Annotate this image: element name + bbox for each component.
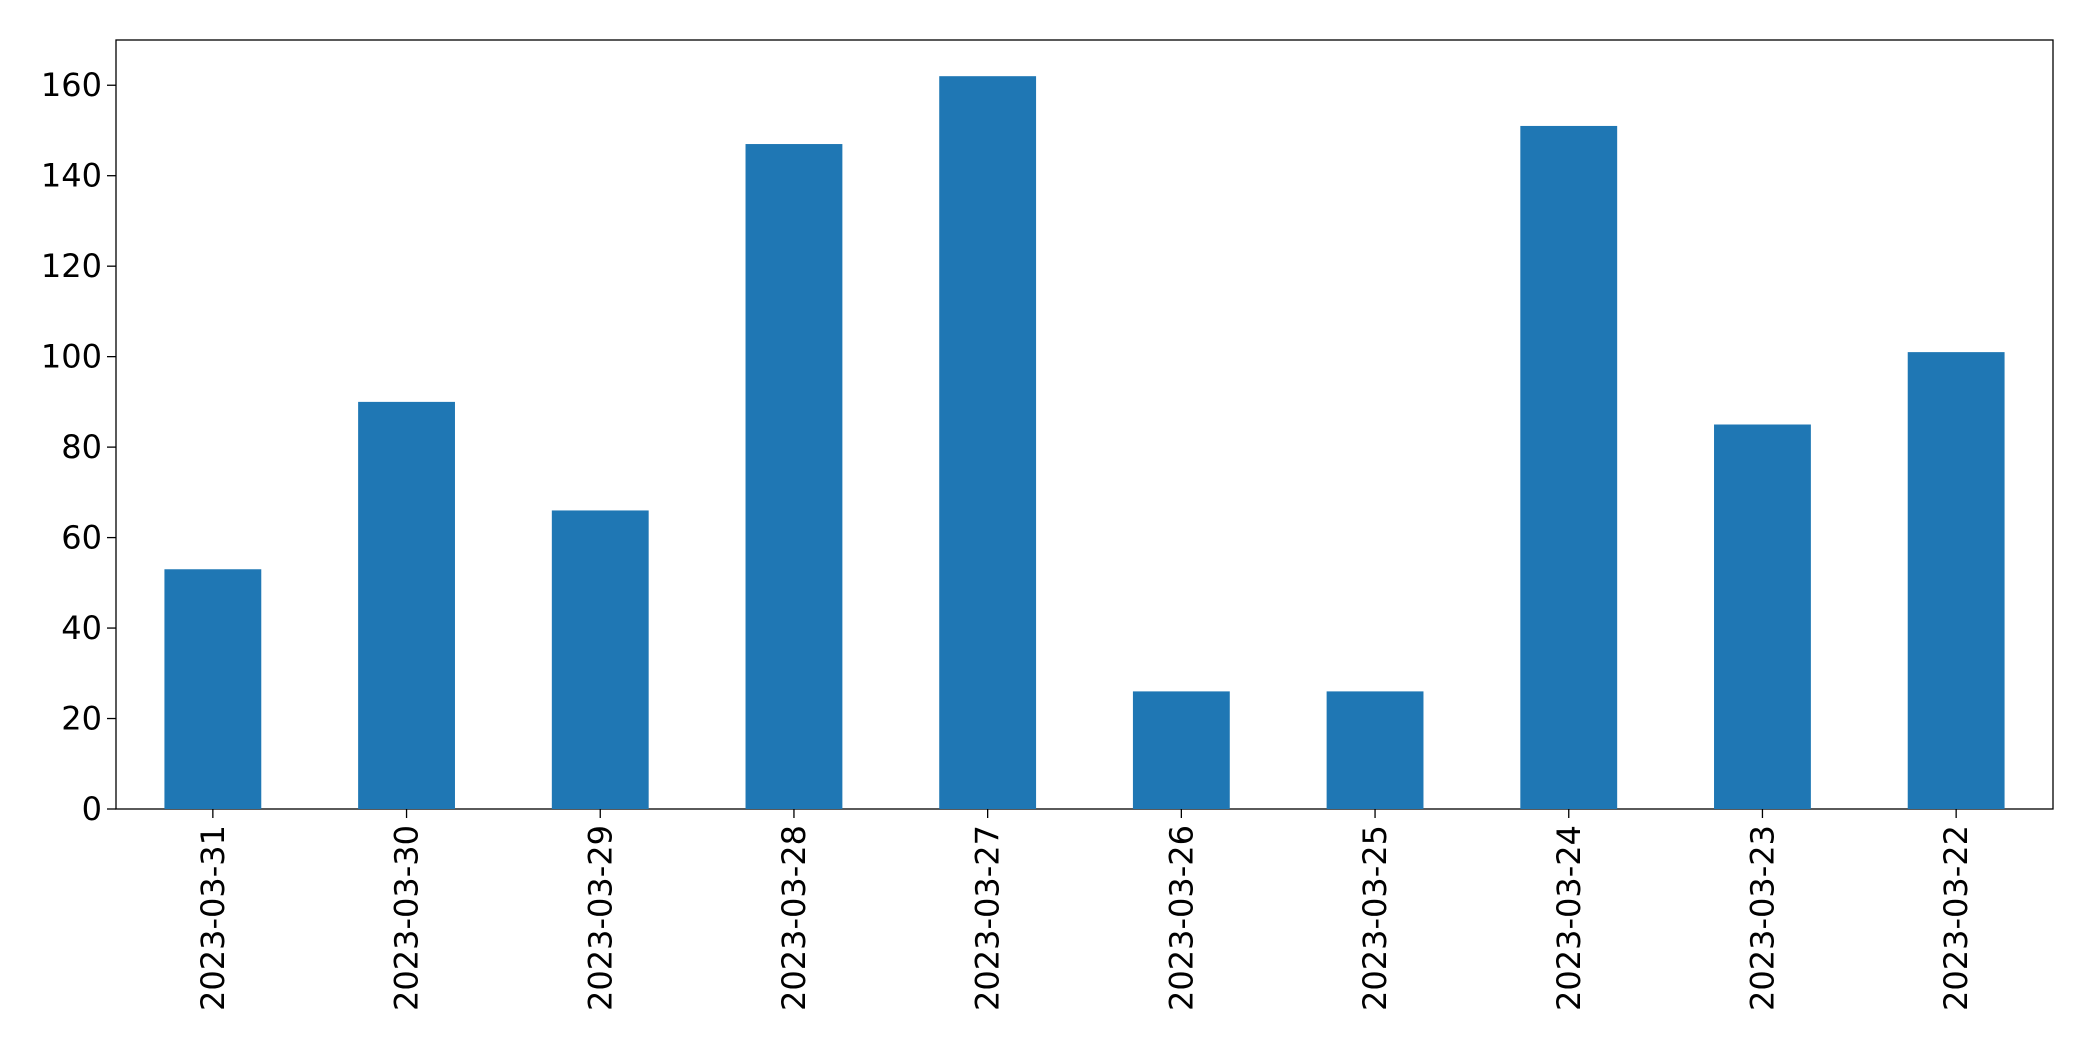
- x-tick-label: 2023-03-25: [1356, 825, 1394, 1011]
- y-tick-label: 140: [41, 157, 102, 195]
- x-tick-label: 2023-03-24: [1550, 825, 1588, 1011]
- x-tick-label: 2023-03-28: [775, 825, 813, 1011]
- plot-frame: [115, 39, 2054, 810]
- bar: [358, 401, 455, 809]
- bar: [939, 76, 1037, 809]
- x-tick-label: 2023-03-29: [581, 825, 619, 1011]
- bar: [1520, 125, 1618, 809]
- x-tick-label: 2023-03-22: [1937, 825, 1975, 1011]
- x-tick-label: 2023-03-31: [194, 825, 232, 1011]
- bar: [1132, 691, 1230, 809]
- bar: [164, 569, 262, 809]
- x-tick-label: 2023-03-26: [1162, 825, 1200, 1011]
- bar: [551, 510, 649, 809]
- y-tick-label: 80: [61, 428, 102, 466]
- bar: [1714, 424, 1811, 809]
- x-tick-label: 2023-03-30: [388, 825, 426, 1011]
- y-tick-label: 20: [61, 700, 102, 738]
- bar: [1326, 691, 1424, 809]
- x-tick-label: 2023-03-27: [969, 825, 1007, 1011]
- bar: [745, 144, 843, 809]
- y-tick-label: 0: [82, 790, 102, 828]
- bar: [1907, 352, 2005, 809]
- y-tick-label: 100: [41, 338, 102, 376]
- x-tick-label: 2023-03-23: [1743, 825, 1781, 1011]
- y-tick-label: 60: [61, 519, 102, 557]
- y-tick-label: 40: [61, 609, 102, 647]
- y-tick-label: 120: [41, 247, 102, 285]
- y-tick-label: 160: [41, 66, 102, 104]
